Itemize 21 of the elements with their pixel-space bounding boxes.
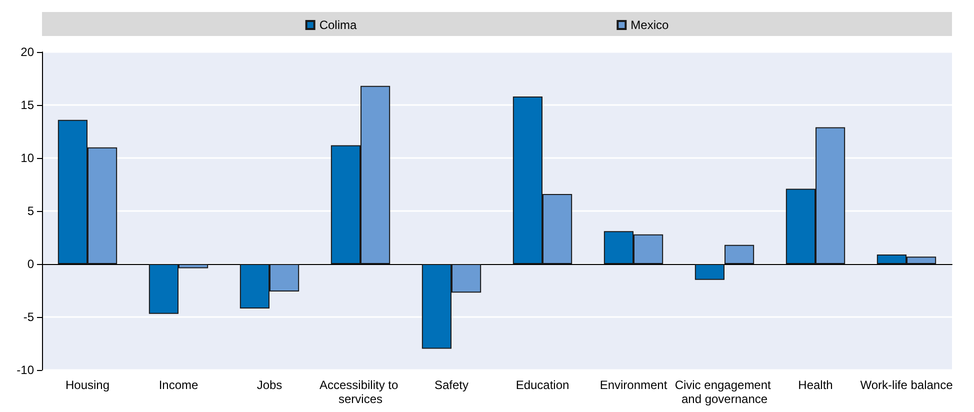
x-tick-label: Work-life balance — [860, 378, 954, 392]
y-tick-label: 10 — [20, 151, 34, 165]
x-tick-label: Income — [158, 378, 198, 392]
y-tick-label: 20 — [20, 45, 34, 59]
y-tick-label: 5 — [27, 204, 34, 218]
x-tick-label: Accessibility to services — [319, 378, 402, 406]
x-tick-label: Education — [516, 378, 570, 392]
y-tick-label: -5 — [23, 310, 34, 324]
x-tick-label: Civic engagement and governance — [674, 378, 774, 406]
x-tick-label: Environment — [600, 378, 668, 392]
y-tick-label: -10 — [16, 363, 34, 377]
y-tick-label: 15 — [20, 98, 34, 112]
legend-label: Mexico — [630, 18, 669, 32]
bar — [724, 244, 754, 264]
x-tick-label: Health — [798, 378, 833, 392]
legend-label: Colima — [319, 18, 357, 32]
y-tick-label: 0 — [27, 257, 34, 271]
x-tick-label: Safety — [434, 378, 469, 392]
x-tick-label: Jobs — [256, 378, 282, 392]
bar — [694, 264, 724, 280]
x-tick-label: Housing — [65, 378, 110, 392]
